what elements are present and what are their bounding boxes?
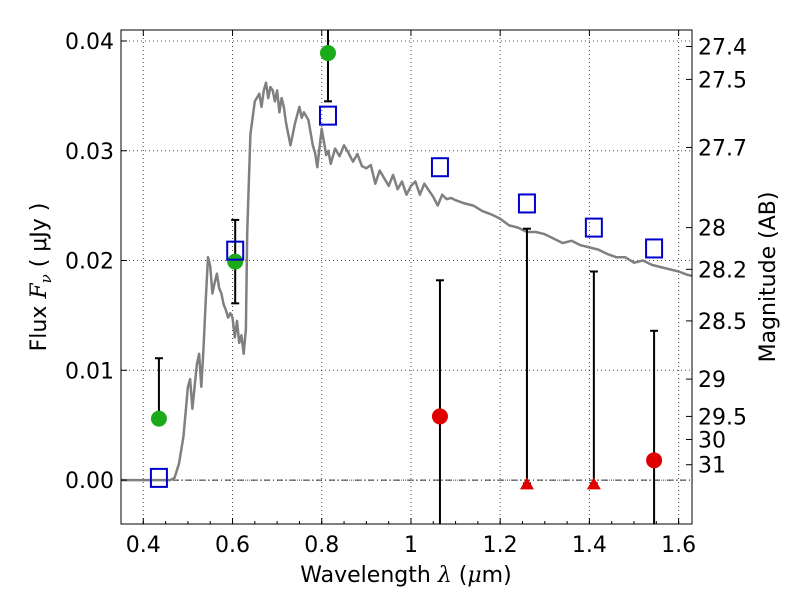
x-tick-label: 1	[404, 533, 418, 558]
right-tick-label: 27.7	[698, 136, 747, 161]
errorbars-layer	[154, 30, 659, 524]
right-tick-label: 27.5	[698, 68, 747, 93]
y-tick-label: 0.02	[65, 250, 114, 275]
x-axis-label: Wavelength λ (μm)	[300, 563, 511, 588]
right-tick-label: 28.5	[698, 310, 747, 335]
y-tick-label: 0.01	[65, 359, 114, 384]
nondetection-point	[646, 452, 663, 469]
y-tick-label: 0.00	[65, 469, 114, 494]
right-tick-label: 29	[698, 368, 726, 393]
right-tick-label: 28.2	[698, 258, 747, 283]
x-tick-label: 1.2	[483, 533, 518, 558]
x-tick-label: 0.6	[215, 533, 250, 558]
markers-layer	[149, 45, 664, 490]
y-tick-label: 0.04	[65, 30, 114, 55]
detection-point	[319, 45, 336, 62]
right-tick-label: 29.5	[698, 405, 747, 430]
model-flux-square	[517, 193, 536, 214]
upper-limit-marker	[519, 477, 534, 490]
nondetection-point	[431, 408, 448, 425]
detection-point	[227, 253, 244, 270]
plot-frame	[120, 29, 693, 525]
detection-point	[150, 410, 167, 427]
model-flux-square	[226, 240, 245, 261]
sed-model-line	[121, 81, 693, 482]
sed-model-curve-layer	[121, 81, 693, 482]
x-tick-label: 0.8	[304, 533, 339, 558]
right-tick-label: 31	[698, 454, 726, 479]
upper-limit-marker	[586, 477, 601, 490]
model-flux-square	[318, 105, 337, 126]
model-flux-square	[430, 157, 449, 178]
y-tick-label: 0.03	[65, 140, 114, 165]
x-tick-label: 1.6	[661, 533, 696, 558]
axis-ticks: 0.4 0.6 0.8 1 1.2 1.4 1.6 0.00 0.01 0.02 0.03 0.04 2…	[65, 30, 747, 558]
right-tick-label: 28	[698, 217, 726, 242]
x-tick-label: 1.4	[572, 533, 607, 558]
y-axis-label-left: Flux Fν ( μJy )	[27, 203, 55, 352]
model-flux-square	[645, 238, 664, 259]
right-tick-label: 30	[698, 428, 726, 453]
right-tick-label: 27.4	[698, 35, 747, 60]
x-tick-label: 0.4	[126, 533, 161, 558]
model-flux-square	[149, 467, 168, 488]
y-axis-label-right: Magnitude (AB)	[756, 192, 781, 363]
model-flux-square	[584, 217, 603, 238]
